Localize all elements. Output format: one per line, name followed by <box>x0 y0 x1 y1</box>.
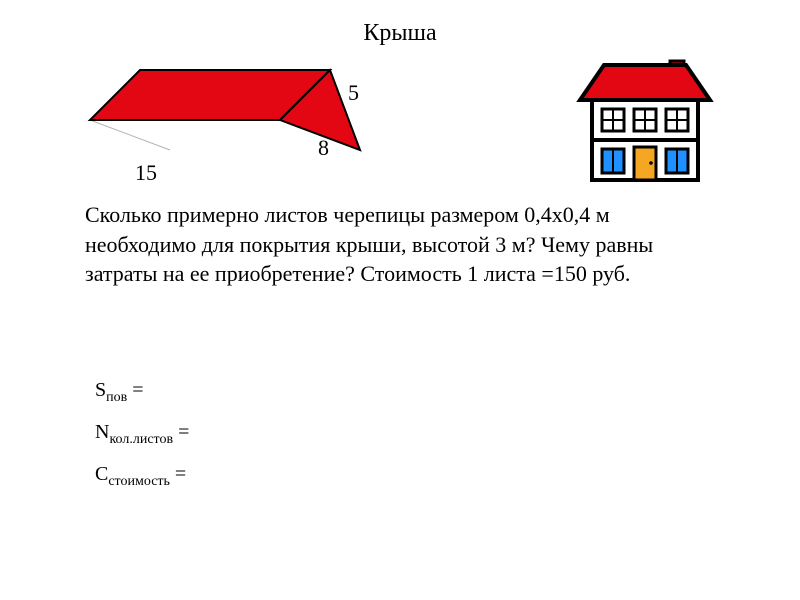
formula-n: Nкол.листов = <box>95 412 189 454</box>
formula-c: Cстоимость = <box>95 454 189 496</box>
s-main: S <box>95 379 106 401</box>
slide: Крыша 5 8 15 <box>0 0 800 600</box>
house-svg <box>570 55 720 185</box>
formula-s: Sпов = <box>95 370 189 412</box>
house-icon <box>570 55 720 185</box>
roof-svg <box>60 60 380 190</box>
c-sub: стоимость <box>108 474 170 489</box>
house-roof <box>580 65 710 100</box>
house-door-knob <box>649 161 653 165</box>
roof-diagram: 5 8 15 <box>60 60 380 190</box>
formula-block: Sпов = Nкол.листов = Cстоимость = <box>95 370 189 496</box>
c-main: C <box>95 463 108 485</box>
s-eq: = <box>127 379 143 401</box>
n-eq: = <box>173 421 189 443</box>
dim-length: 15 <box>135 160 157 186</box>
s-sub: пов <box>106 390 127 405</box>
dim-base: 8 <box>318 135 329 161</box>
problem-text: Сколько примерно листов черепицы размеро… <box>85 200 725 289</box>
c-eq: = <box>170 463 186 485</box>
roof-hidden-edge <box>90 120 170 150</box>
n-sub: кол.листов <box>109 432 173 447</box>
page-title: Крыша <box>0 20 800 47</box>
n-main: N <box>95 421 109 443</box>
dim-slope: 5 <box>348 80 359 106</box>
